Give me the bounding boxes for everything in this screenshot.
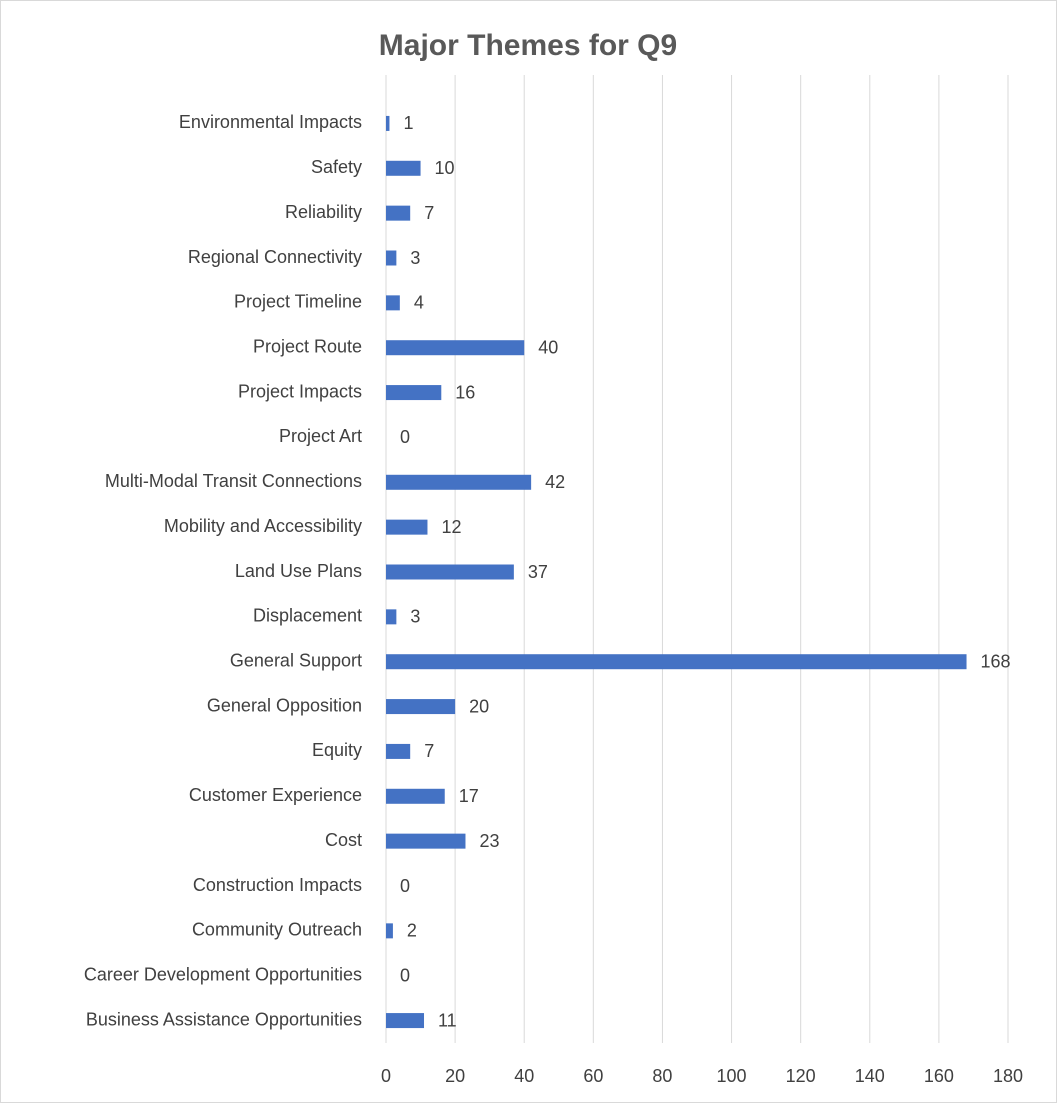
y-tick-label: General Opposition bbox=[207, 695, 362, 715]
data-label: 7 bbox=[424, 203, 434, 223]
data-label: 16 bbox=[455, 382, 475, 402]
data-label: 12 bbox=[441, 517, 461, 537]
y-tick-label: Career Development Opportunities bbox=[84, 964, 362, 984]
bar bbox=[386, 205, 411, 221]
y-tick-label: Customer Experience bbox=[189, 785, 362, 805]
data-label: 0 bbox=[400, 427, 410, 447]
bar bbox=[386, 654, 967, 670]
y-tick-label: General Support bbox=[230, 650, 362, 670]
bar bbox=[386, 788, 445, 804]
data-label: 3 bbox=[410, 248, 420, 268]
x-tick-label: 120 bbox=[786, 1066, 816, 1086]
bar bbox=[386, 609, 397, 625]
data-label: 0 bbox=[400, 965, 410, 985]
bar bbox=[386, 115, 390, 131]
x-tick-label: 80 bbox=[652, 1066, 672, 1086]
data-label: 4 bbox=[414, 293, 424, 313]
bar bbox=[386, 1013, 425, 1029]
y-tick-label: Construction Impacts bbox=[193, 875, 362, 895]
y-tick-label: Displacement bbox=[253, 606, 362, 626]
y-tick-label: Project Art bbox=[279, 426, 362, 446]
y-tick-label: Mobility and Accessibility bbox=[164, 516, 362, 536]
y-tick-label: Equity bbox=[312, 740, 362, 760]
data-label: 0 bbox=[400, 876, 410, 896]
x-tick-label: 140 bbox=[855, 1066, 885, 1086]
bar bbox=[386, 699, 456, 715]
chart-title: Major Themes for Q9 bbox=[379, 29, 677, 62]
data-label: 7 bbox=[424, 741, 434, 761]
y-tick-label: Community Outreach bbox=[192, 920, 362, 940]
x-tick-label: 0 bbox=[381, 1066, 391, 1086]
y-tick-label: Reliability bbox=[285, 202, 362, 222]
bar bbox=[386, 474, 532, 490]
data-label: 42 bbox=[545, 472, 565, 492]
x-tick-label: 40 bbox=[514, 1066, 534, 1086]
bar bbox=[386, 743, 411, 759]
y-tick-label: Project Impacts bbox=[238, 381, 362, 401]
data-label: 37 bbox=[528, 562, 548, 582]
data-label: 1 bbox=[403, 113, 413, 133]
data-label: 20 bbox=[469, 696, 489, 716]
data-label: 168 bbox=[981, 651, 1011, 671]
x-tick-label: 160 bbox=[924, 1066, 954, 1086]
data-label: 3 bbox=[410, 607, 420, 627]
data-label: 2 bbox=[407, 921, 417, 941]
bar bbox=[386, 295, 400, 311]
y-tick-label: Regional Connectivity bbox=[188, 247, 362, 267]
bar bbox=[386, 340, 525, 356]
y-tick-label: Safety bbox=[311, 157, 362, 177]
x-tick-label: 100 bbox=[717, 1066, 747, 1086]
y-tick-label: Land Use Plans bbox=[235, 561, 362, 581]
data-label: 17 bbox=[459, 786, 479, 806]
data-label: 23 bbox=[479, 831, 499, 851]
y-tick-label: Environmental Impacts bbox=[179, 112, 362, 132]
y-tick-label: Cost bbox=[325, 830, 362, 850]
bar bbox=[386, 385, 442, 401]
y-tick-label: Project Timeline bbox=[234, 292, 362, 312]
data-label: 40 bbox=[538, 337, 558, 357]
x-tick-label: 180 bbox=[993, 1066, 1023, 1086]
x-tick-label: 20 bbox=[445, 1066, 465, 1086]
y-tick-label: Multi-Modal Transit Connections bbox=[105, 471, 362, 491]
bar bbox=[386, 833, 466, 849]
y-tick-label: Project Route bbox=[253, 336, 362, 356]
bar bbox=[386, 160, 421, 176]
x-tick-label: 60 bbox=[583, 1066, 603, 1086]
bar bbox=[386, 564, 514, 580]
bar bbox=[386, 923, 393, 939]
data-label: 10 bbox=[435, 158, 455, 178]
bar bbox=[386, 519, 428, 535]
data-label: 11 bbox=[438, 1010, 457, 1030]
bar bbox=[386, 250, 397, 266]
y-tick-label: Business Assistance Opportunities bbox=[86, 1009, 362, 1029]
